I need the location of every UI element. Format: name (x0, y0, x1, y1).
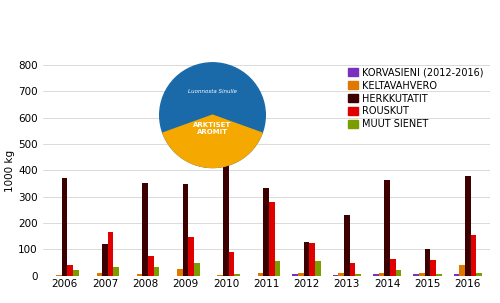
Bar (436, 275, 442, 276)
Bar (350, 263, 356, 276)
Bar (218, 275, 223, 276)
Bar (137, 275, 142, 276)
Bar (414, 275, 419, 276)
Bar (384, 180, 390, 276)
Bar (183, 184, 188, 276)
Bar (234, 275, 240, 276)
Legend: KORVASIENI (2012-2016), KELTAVAHVERO, HERKKUTATIT, ROUSKUT, MUUT SIENET: KORVASIENI (2012-2016), KELTAVAHVERO, HE… (346, 66, 485, 131)
Bar (177, 269, 183, 276)
Bar (108, 232, 114, 276)
Bar (476, 273, 482, 276)
Bar (333, 275, 338, 276)
Bar (96, 273, 102, 276)
Bar (344, 215, 350, 276)
Bar (258, 273, 264, 276)
Bar (304, 241, 310, 276)
Bar (390, 259, 396, 276)
Bar (114, 267, 119, 276)
Bar (378, 273, 384, 276)
Text: Sienten kauppaantulomäärät: Sienten kauppaantulomäärät (56, 9, 444, 33)
Bar (292, 274, 298, 276)
Bar (229, 251, 234, 276)
Text: Luonnosta Sinulle: Luonnosta Sinulle (188, 89, 237, 94)
Bar (142, 183, 148, 276)
Bar (356, 275, 361, 276)
Bar (194, 263, 200, 276)
Bar (68, 265, 73, 276)
Bar (460, 265, 465, 276)
Bar (465, 176, 470, 276)
Bar (188, 237, 194, 276)
Bar (470, 235, 476, 276)
Bar (264, 188, 269, 276)
Bar (223, 78, 229, 276)
Bar (269, 202, 274, 276)
Bar (424, 249, 430, 276)
Bar (419, 273, 424, 276)
Bar (373, 274, 378, 276)
Wedge shape (163, 115, 262, 168)
Bar (430, 260, 436, 276)
Bar (148, 256, 154, 276)
Text: ARKTISET
AROMIT: ARKTISET AROMIT (194, 122, 232, 135)
Bar (338, 273, 344, 276)
Bar (396, 271, 402, 276)
Bar (62, 178, 68, 276)
Text: Lähde: MAVI/Suomen Gallup Elintarviketieto Oy: Lähde: MAVI/Suomen Gallup Elintarviketie… (126, 48, 374, 58)
Bar (154, 267, 160, 276)
Bar (274, 261, 280, 276)
Bar (454, 275, 460, 276)
Bar (310, 243, 315, 276)
Y-axis label: 1000 kg: 1000 kg (5, 149, 15, 191)
Circle shape (160, 63, 266, 168)
Bar (315, 261, 320, 276)
Bar (102, 244, 108, 276)
Bar (73, 271, 79, 276)
Bar (298, 273, 304, 276)
Bar (56, 275, 62, 276)
